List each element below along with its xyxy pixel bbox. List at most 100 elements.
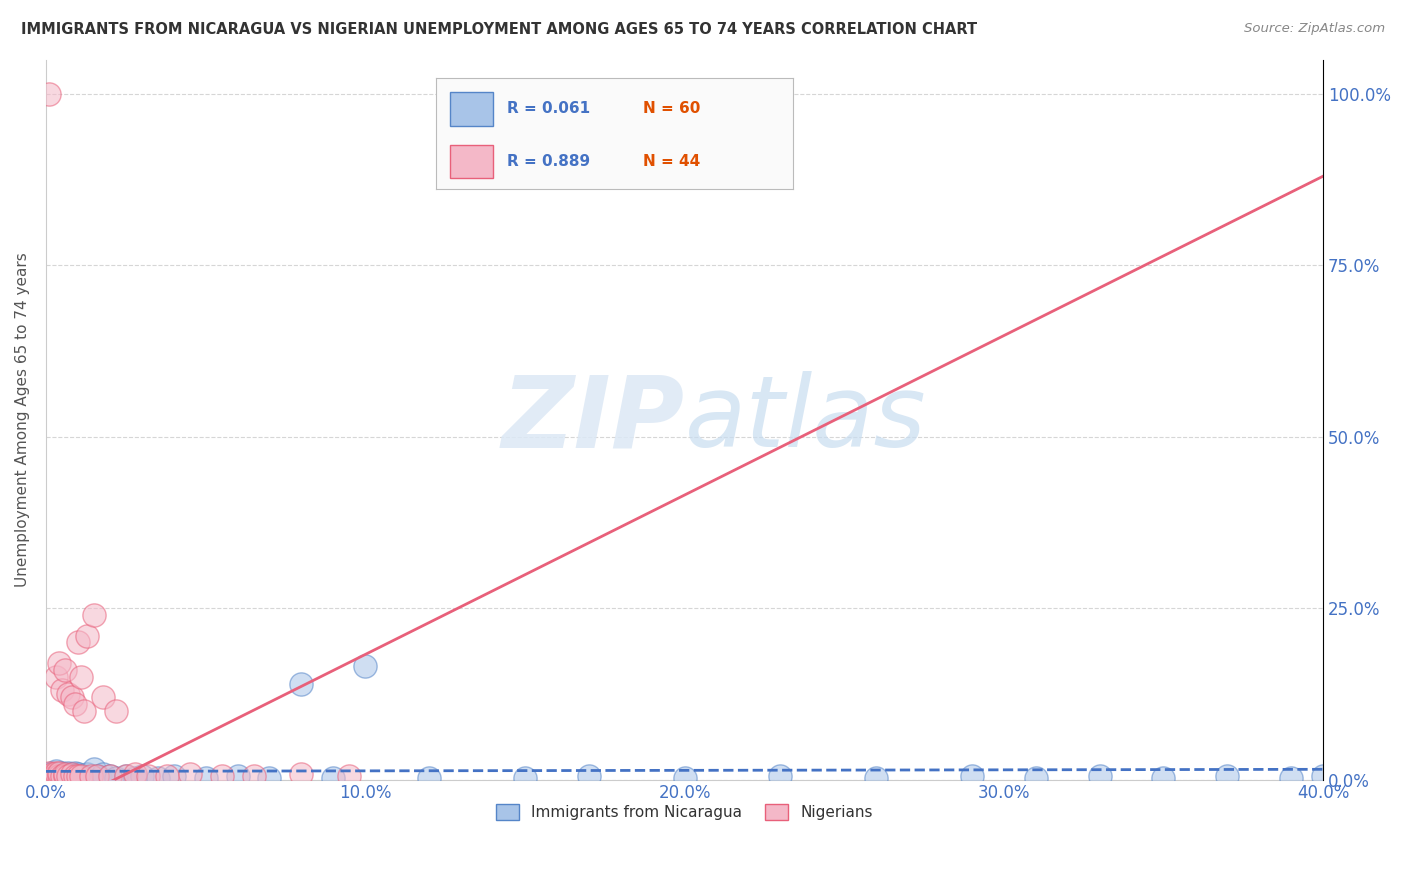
Point xyxy=(578,769,600,783)
Point xyxy=(242,769,264,783)
Point xyxy=(1216,769,1239,783)
Point xyxy=(38,765,60,780)
Point xyxy=(58,769,80,783)
Point xyxy=(48,769,70,783)
Point xyxy=(60,769,83,783)
Point xyxy=(53,663,76,677)
Text: atlas: atlas xyxy=(685,371,927,468)
Point xyxy=(70,771,93,785)
Point xyxy=(124,767,146,781)
Point xyxy=(53,767,76,781)
Point xyxy=(960,769,983,783)
Point xyxy=(53,767,76,781)
Point xyxy=(66,769,89,783)
Point xyxy=(63,771,86,785)
Point xyxy=(259,771,281,785)
Point xyxy=(105,704,128,718)
Point xyxy=(45,769,67,783)
Point xyxy=(53,769,76,783)
Point xyxy=(79,771,101,785)
Point xyxy=(179,767,201,781)
Point xyxy=(66,635,89,649)
Point xyxy=(226,769,249,783)
Point xyxy=(73,704,96,718)
Point xyxy=(38,767,60,781)
Legend: Immigrants from Nicaragua, Nigerians: Immigrants from Nicaragua, Nigerians xyxy=(491,797,879,826)
Point xyxy=(79,769,101,783)
Point xyxy=(41,769,63,783)
Point xyxy=(58,687,80,701)
Point xyxy=(290,767,312,781)
Point xyxy=(98,769,121,783)
Point xyxy=(63,769,86,783)
Point xyxy=(1312,769,1334,783)
Point xyxy=(38,769,60,783)
Point xyxy=(86,769,108,783)
Point xyxy=(41,771,63,785)
Point xyxy=(98,769,121,783)
Point xyxy=(124,771,146,785)
Point xyxy=(73,769,96,783)
Point xyxy=(48,769,70,783)
Point xyxy=(41,767,63,781)
Point xyxy=(322,771,344,785)
Point xyxy=(66,767,89,781)
Text: ZIP: ZIP xyxy=(502,371,685,468)
Point xyxy=(1279,771,1302,785)
Point xyxy=(48,656,70,670)
Point xyxy=(70,670,93,684)
Point xyxy=(1088,769,1111,783)
Point xyxy=(290,676,312,690)
Point xyxy=(337,769,360,783)
Point xyxy=(76,629,98,643)
Point xyxy=(673,771,696,785)
Point xyxy=(51,769,73,783)
Point xyxy=(114,769,136,783)
Point xyxy=(45,670,67,684)
Point xyxy=(418,771,440,785)
Point xyxy=(1025,771,1047,785)
Point xyxy=(41,769,63,783)
Point xyxy=(51,771,73,785)
Y-axis label: Unemployment Among Ages 65 to 74 years: Unemployment Among Ages 65 to 74 years xyxy=(15,252,30,587)
Point xyxy=(58,769,80,783)
Point xyxy=(211,769,233,783)
Point xyxy=(86,769,108,783)
Point xyxy=(41,771,63,785)
Text: IMMIGRANTS FROM NICARAGUA VS NIGERIAN UNEMPLOYMENT AMONG AGES 65 TO 74 YEARS COR: IMMIGRANTS FROM NICARAGUA VS NIGERIAN UN… xyxy=(21,22,977,37)
Point xyxy=(163,769,186,783)
Point xyxy=(769,769,792,783)
Point xyxy=(51,765,73,780)
Point xyxy=(66,769,89,783)
Point xyxy=(156,769,179,783)
Point xyxy=(63,697,86,711)
Point xyxy=(48,771,70,785)
Point xyxy=(194,771,217,785)
Point xyxy=(45,764,67,779)
Point xyxy=(105,771,128,785)
Point xyxy=(136,769,159,783)
Point xyxy=(354,659,377,673)
Point xyxy=(48,767,70,781)
Point xyxy=(865,771,887,785)
Point xyxy=(76,767,98,781)
Point xyxy=(114,769,136,783)
Point xyxy=(51,769,73,783)
Point xyxy=(63,765,86,780)
Text: Source: ZipAtlas.com: Source: ZipAtlas.com xyxy=(1244,22,1385,36)
Point xyxy=(51,683,73,698)
Point xyxy=(513,771,536,785)
Point xyxy=(48,765,70,780)
Point xyxy=(60,767,83,781)
Point xyxy=(93,767,115,781)
Point xyxy=(1153,771,1175,785)
Point xyxy=(146,771,169,785)
Point xyxy=(58,771,80,785)
Point xyxy=(89,771,111,785)
Point xyxy=(83,762,105,776)
Point xyxy=(41,765,63,780)
Point xyxy=(38,87,60,101)
Point xyxy=(131,769,153,783)
Point xyxy=(93,690,115,705)
Point xyxy=(45,765,67,780)
